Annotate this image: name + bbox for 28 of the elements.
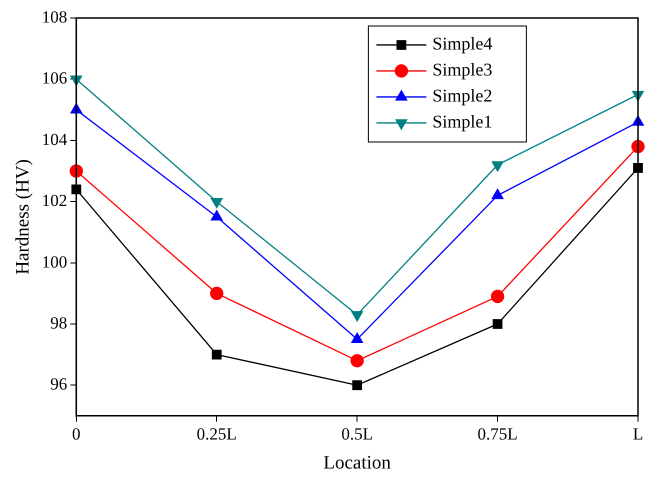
y-tick-label: 106 <box>42 68 68 88</box>
point <box>210 198 223 208</box>
y-tick-label: 100 <box>42 252 68 272</box>
y-tick-label: 96 <box>50 374 68 394</box>
y-tick-label: 98 <box>50 313 68 332</box>
y-tick-label: 108 <box>42 7 68 26</box>
point <box>210 286 224 300</box>
legend-label: Simple1 <box>432 112 492 132</box>
point <box>490 290 504 304</box>
x-tick-label: 0.25L <box>196 424 237 444</box>
point <box>492 161 504 172</box>
legend-label: Simple4 <box>432 34 492 54</box>
x-tick-label: L <box>632 424 644 444</box>
legend-label: Simple2 <box>432 86 492 106</box>
point <box>351 311 363 322</box>
x-axis-title: Location <box>323 452 392 474</box>
point <box>212 350 222 360</box>
point <box>350 354 364 368</box>
y-tick-label: 102 <box>42 191 68 210</box>
x-tick-label: 0.75L <box>478 424 518 444</box>
y-axis-title: Hardness (HV) <box>12 159 34 275</box>
x-tick-label: 0 <box>72 424 81 444</box>
point <box>352 380 362 390</box>
y-tick-label: 104 <box>42 130 68 149</box>
legend-label: Simple3 <box>432 60 492 80</box>
point <box>492 319 502 329</box>
x-tick-label: 0.5L <box>341 424 373 444</box>
point <box>633 163 643 173</box>
